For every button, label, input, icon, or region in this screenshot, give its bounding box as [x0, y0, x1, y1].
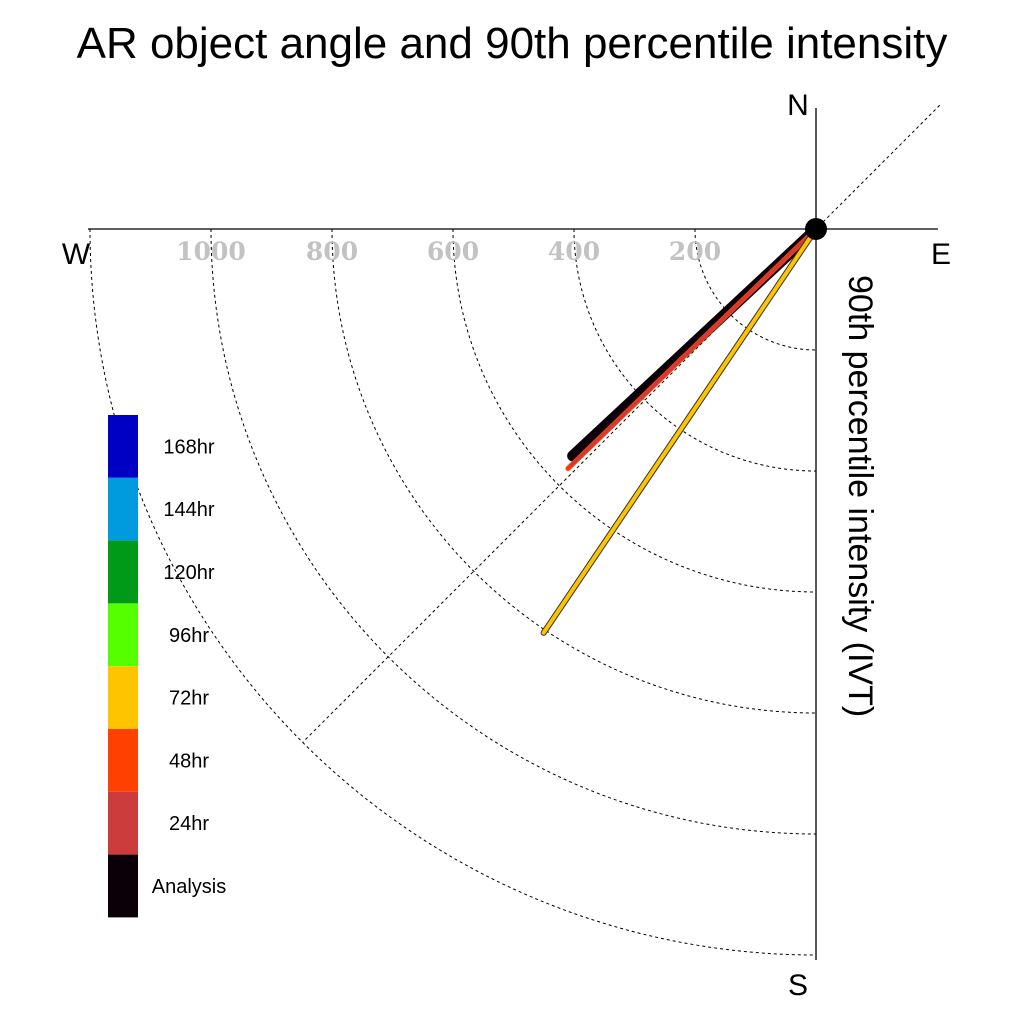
vector-24hr	[569, 227, 818, 468]
legend-swatch	[108, 666, 138, 729]
legend-swatch	[108, 415, 138, 478]
radial-tick-label: 1000	[176, 237, 246, 266]
legend: 168hr 144hr 120hr 96hr 72hr 48hr 24hr Analysis	[108, 415, 226, 918]
legend-label: 24hr	[169, 813, 209, 835]
grid-arc	[452, 228, 817, 593]
legend-swatch	[108, 854, 138, 918]
legend-swatch	[108, 477, 138, 541]
radial-tick-label: 800	[306, 237, 358, 266]
legend-label: Analysis	[152, 876, 226, 898]
origin-marker	[805, 218, 827, 240]
legend-swatch	[108, 729, 138, 792]
compass-south-label: S	[788, 969, 808, 1002]
chart-title: AR object angle and 90th percentile inte…	[77, 19, 948, 68]
grid-arc	[694, 228, 817, 351]
compass-east-label: E	[931, 238, 951, 271]
legend-swatch	[108, 603, 138, 667]
compass-west-label: W	[62, 238, 91, 271]
diagonal-reference-line	[302, 104, 941, 743]
legend-label: 72hr	[169, 688, 209, 710]
radial-tick-label: 600	[427, 237, 479, 266]
radial-grid	[89, 104, 941, 956]
radial-tick-label: 400	[548, 237, 600, 266]
grid-arc	[210, 228, 817, 835]
legend-swatch	[108, 791, 138, 855]
legend-swatch	[108, 540, 138, 604]
legend-label: 120hr	[163, 562, 214, 584]
grid-arc	[573, 228, 817, 472]
grid-arc	[331, 228, 817, 714]
vector-72hr	[541, 227, 818, 635]
vector-series	[540, 223, 822, 636]
radial-tick-label: 200	[669, 237, 721, 266]
legend-label: 168hr	[163, 436, 214, 458]
legend-label: 48hr	[169, 750, 209, 772]
y-axis-label: 90th percentile intensity (IVT)	[841, 275, 879, 717]
legend-label: 144hr	[163, 499, 214, 521]
compass-north-label: N	[787, 89, 809, 122]
radial-tick-labels: 200 400 600 800 1000	[176, 237, 721, 266]
legend-label: 96hr	[169, 625, 209, 647]
